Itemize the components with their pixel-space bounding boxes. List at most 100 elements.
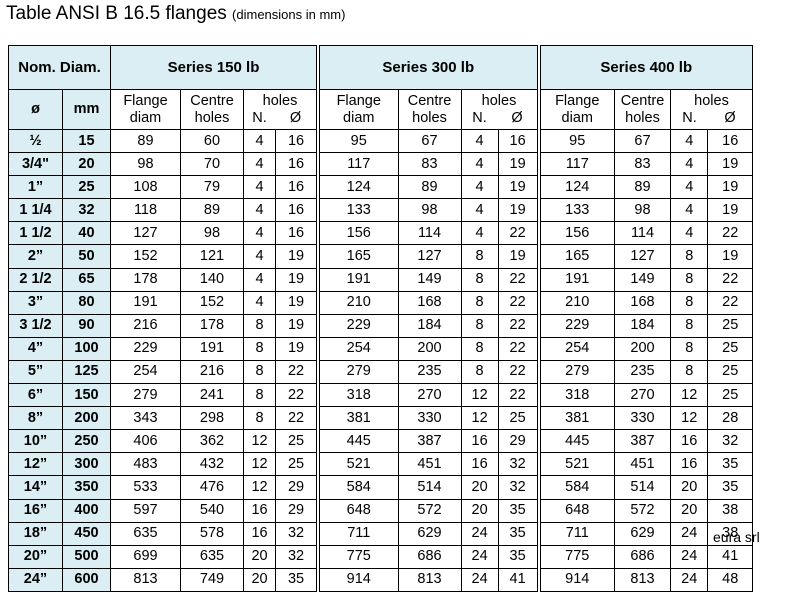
- centre-holes-cell: 168: [397, 290, 462, 315]
- page-title: Table ANSI B 16.5 flanges (dimensions in…: [6, 3, 345, 25]
- centre-holes-cell: 749: [180, 567, 244, 592]
- table-row: 3” 80 191 152 4 19 210 168 8 22 210 168 8 22: [8, 290, 753, 315]
- centre-holes-cell: 60: [180, 128, 244, 154]
- holes-n-cell: 8: [669, 244, 709, 269]
- centre-holes-cell: 152: [180, 290, 244, 315]
- nominal-mm-cell: 450: [62, 521, 111, 546]
- nominal-inch-cell: 16”: [8, 498, 63, 523]
- centre-holes-cell: 813: [397, 567, 462, 592]
- centre-holes-cell: 387: [614, 429, 671, 454]
- holes-d-cell: 38: [707, 521, 753, 546]
- header-flange-diam: Flange diam: [110, 89, 181, 130]
- nominal-inch-cell: 20”: [8, 544, 63, 569]
- centre-holes-cell: 476: [180, 475, 244, 500]
- holes-n-cell: 24: [460, 521, 499, 546]
- header-holes: holes N. Ø: [460, 89, 539, 130]
- flange-diam-cell: 711: [316, 521, 399, 546]
- holes-d-cell: 22: [707, 267, 753, 292]
- header-holes: holes N. Ø: [670, 89, 753, 130]
- holes-n-cell: 12: [242, 429, 277, 454]
- holes-n-cell: 24: [669, 567, 709, 592]
- centre-holes-cell: 451: [614, 452, 671, 477]
- holes-d-cell: 19: [497, 244, 540, 269]
- flange-diam-cell: 156: [316, 221, 399, 246]
- table-row: 8” 200 343 298 8 22 381 330 12 25 381 330 12 28: [8, 406, 753, 431]
- centre-holes-cell: 191: [180, 336, 244, 361]
- holes-d-cell: 22: [275, 406, 319, 431]
- flange-diam-cell: 775: [536, 544, 615, 569]
- flange-diam-cell: 191: [110, 290, 181, 315]
- holes-d-cell: 22: [497, 336, 540, 361]
- holes-n-cell: 4: [242, 128, 277, 154]
- holes-n-cell: 12: [460, 383, 499, 408]
- holes-d-cell: 19: [497, 175, 540, 200]
- nominal-mm-cell: 150: [62, 383, 111, 408]
- flange-diam-cell: 521: [536, 452, 615, 477]
- holes-n-cell: 16: [242, 498, 277, 523]
- centre-holes-cell: 89: [397, 175, 462, 200]
- holes-d-cell: 25: [707, 383, 753, 408]
- nominal-inch-cell: 1 1/4: [8, 198, 63, 223]
- holes-d-cell: 19: [497, 152, 540, 177]
- flange-diam-cell: 775: [316, 544, 399, 569]
- flange-diam-cell: 584: [316, 475, 399, 500]
- header-mm: mm: [62, 89, 111, 130]
- nominal-inch-cell: 10”: [8, 429, 63, 454]
- holes-n-cell: 8: [460, 336, 499, 361]
- header-series-400: Series 400 lb: [536, 45, 753, 90]
- nominal-inch-cell: 2”: [8, 244, 63, 269]
- nominal-inch-cell: 18”: [8, 521, 63, 546]
- holes-n-cell: 4: [242, 152, 277, 177]
- flange-diam-cell: 178: [110, 267, 181, 292]
- flange-diam-cell: 381: [316, 406, 399, 431]
- header-centre-holes: Centre holes: [614, 89, 671, 130]
- nominal-mm-cell: 20: [62, 152, 111, 177]
- table-row: 5” 125 254 216 8 22 279 235 8 22 279 235 8 25: [8, 359, 753, 385]
- header-series-150: Series 150 lb: [110, 45, 319, 90]
- holes-n-cell: 4: [242, 244, 277, 269]
- title-main: Table ANSI B 16.5 flanges: [6, 3, 227, 24]
- holes-d-cell: 25: [275, 429, 319, 454]
- nominal-inch-cell: 8”: [8, 406, 63, 431]
- holes-n-cell: 20: [242, 544, 277, 569]
- holes-d-cell: 22: [275, 383, 319, 408]
- holes-n-cell: 8: [669, 359, 709, 385]
- holes-n-cell: 12: [460, 406, 499, 431]
- holes-d-cell: 48: [707, 567, 753, 592]
- centre-holes-cell: 813: [614, 567, 671, 592]
- centre-holes-cell: 635: [180, 544, 244, 569]
- nominal-mm-cell: 300: [62, 452, 111, 477]
- flange-diam-cell: 279: [536, 359, 615, 385]
- flange-diam-cell: 89: [110, 128, 181, 154]
- footer-company: eura srl: [713, 529, 760, 545]
- centre-holes-cell: 330: [397, 406, 462, 431]
- holes-n-cell: 20: [669, 498, 709, 523]
- flange-diam-cell: 597: [110, 498, 181, 523]
- holes-d-cell: 41: [707, 544, 753, 569]
- holes-n-cell: 8: [669, 336, 709, 361]
- table-row: 24” 600 813 749 20 35 914 813 24 41 914 813 24 48: [8, 567, 753, 592]
- table-row: 6” 150 279 241 8 22 318 270 12 22 318 270 12 25: [8, 383, 753, 408]
- holes-d-cell: 22: [497, 267, 540, 292]
- flange-diam-cell: 914: [316, 567, 399, 592]
- table-row: 2 1/2 65 178 140 4 19 191 149 8 22 191 149 8 22: [8, 267, 753, 292]
- centre-holes-cell: 140: [180, 267, 244, 292]
- flange-diam-cell: 108: [110, 175, 181, 200]
- centre-holes-cell: 387: [397, 429, 462, 454]
- centre-holes-cell: 362: [180, 429, 244, 454]
- flange-diam-cell: 533: [110, 475, 181, 500]
- holes-d-cell: 22: [497, 221, 540, 246]
- holes-d-cell: 16: [275, 198, 319, 223]
- flange-diam-cell: 210: [316, 290, 399, 315]
- holes-n-cell: 16: [669, 452, 709, 477]
- flange-diam-cell: 118: [110, 198, 181, 223]
- centre-holes-cell: 298: [180, 406, 244, 431]
- table-row: 1” 25 108 79 4 16 124 89 4 19 124 89 4 19: [8, 175, 753, 200]
- flange-diam-cell: 95: [536, 128, 615, 154]
- holes-n-cell: 12: [242, 452, 277, 477]
- flange-diam-cell: 117: [536, 152, 615, 177]
- flange-diam-cell: 152: [110, 244, 181, 269]
- centre-holes-cell: 70: [180, 152, 244, 177]
- header-flange-diam: Flange diam: [536, 89, 615, 130]
- holes-n-cell: 4: [460, 198, 499, 223]
